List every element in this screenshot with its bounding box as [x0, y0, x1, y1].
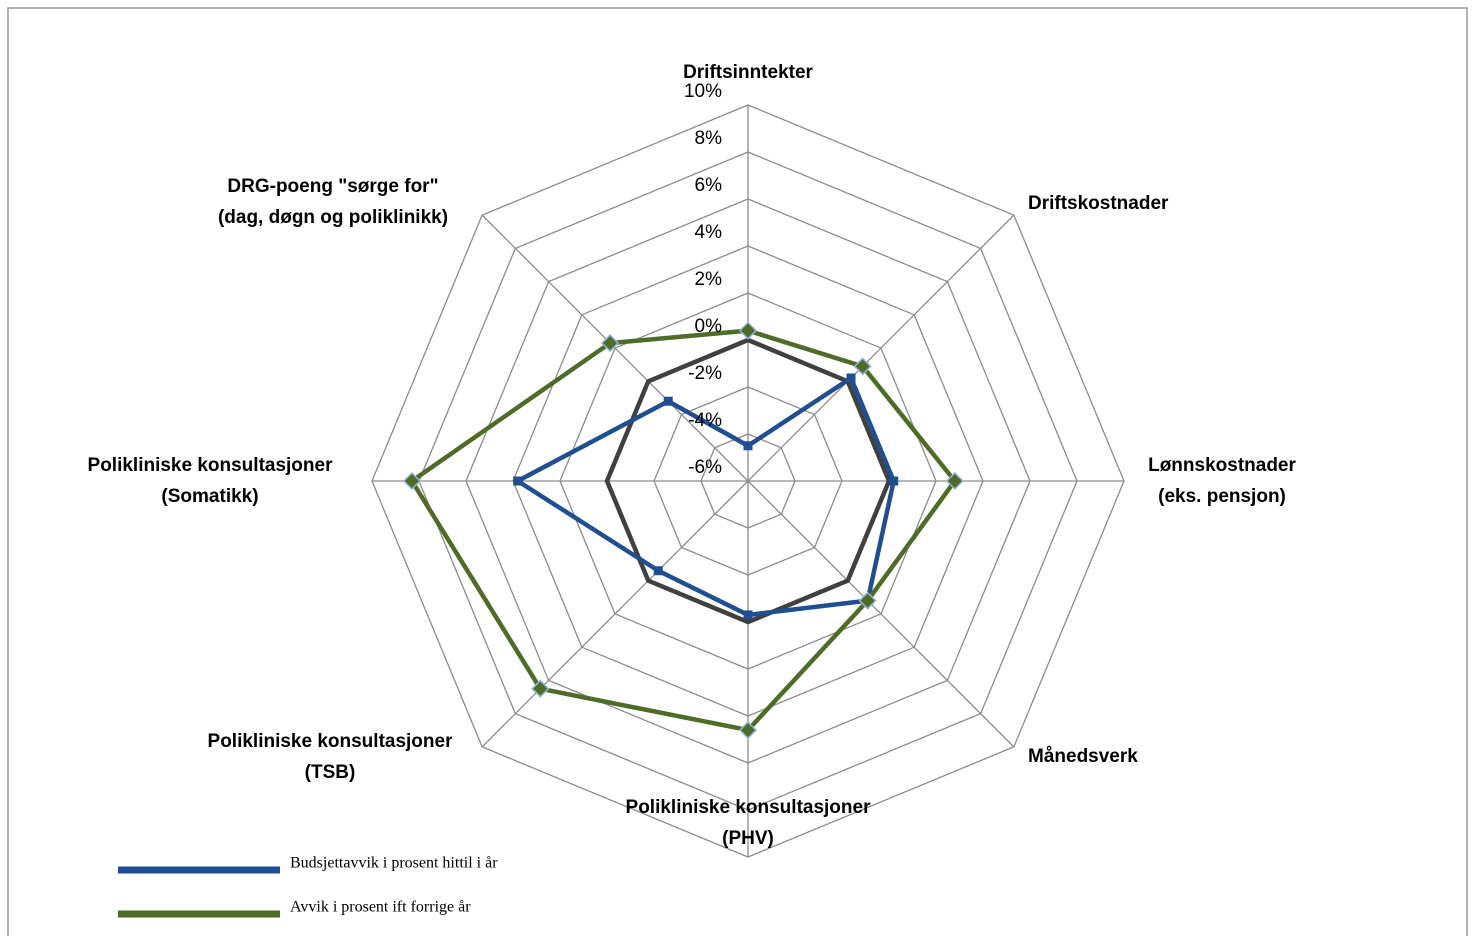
marker: [889, 476, 899, 486]
category-label: Lønnskostnader (eks. pensjon): [1148, 455, 1296, 507]
tick-label: 0%: [695, 316, 723, 337]
legend-label: Avvik i prosent ift forrige år: [290, 899, 471, 916]
tick-label: 2%: [695, 269, 723, 290]
category-label: Driftsinntekter: [683, 62, 813, 83]
spoke: [747, 480, 1015, 748]
marker: [738, 721, 758, 740]
spoke: [481, 480, 749, 748]
legend-label: Budsjettavvik i prosent hittil i år: [290, 855, 498, 872]
marker: [738, 321, 758, 340]
spoke: [747, 214, 1015, 482]
marker: [601, 334, 620, 353]
marker: [743, 610, 753, 620]
marker: [858, 591, 877, 610]
marker: [531, 679, 550, 698]
marker: [513, 476, 523, 486]
marker: [743, 441, 753, 451]
tick-label: 8%: [695, 128, 723, 149]
marker: [653, 566, 663, 576]
tick-label: -6%: [688, 457, 722, 478]
marker: [853, 357, 872, 376]
spoke: [481, 214, 749, 482]
category-label: Polikliniske konsultasjoner (Somatikk): [88, 455, 334, 507]
marker: [663, 396, 673, 406]
series-line: [604, 337, 892, 625]
category-label: Polikliniske konsultasjoner (TSB): [208, 731, 454, 783]
tick-label: -2%: [688, 363, 722, 384]
tick-label: 10%: [684, 81, 722, 102]
category-label: Driftskostnader: [1028, 193, 1169, 214]
category-label: Polikliniske konsultasjoner (PHV): [626, 797, 872, 849]
tick-label: 6%: [695, 175, 723, 196]
marker: [945, 471, 964, 491]
tick-label: -4%: [688, 410, 722, 431]
chart-border: [7, 7, 1468, 936]
tick-label: 4%: [695, 222, 723, 243]
category-label: Månedsverk: [1028, 746, 1138, 767]
marker: [402, 471, 422, 491]
category-label: DRG-poeng "sørge for" (dag, døgn og polik…: [218, 176, 448, 228]
marker: [846, 373, 856, 383]
